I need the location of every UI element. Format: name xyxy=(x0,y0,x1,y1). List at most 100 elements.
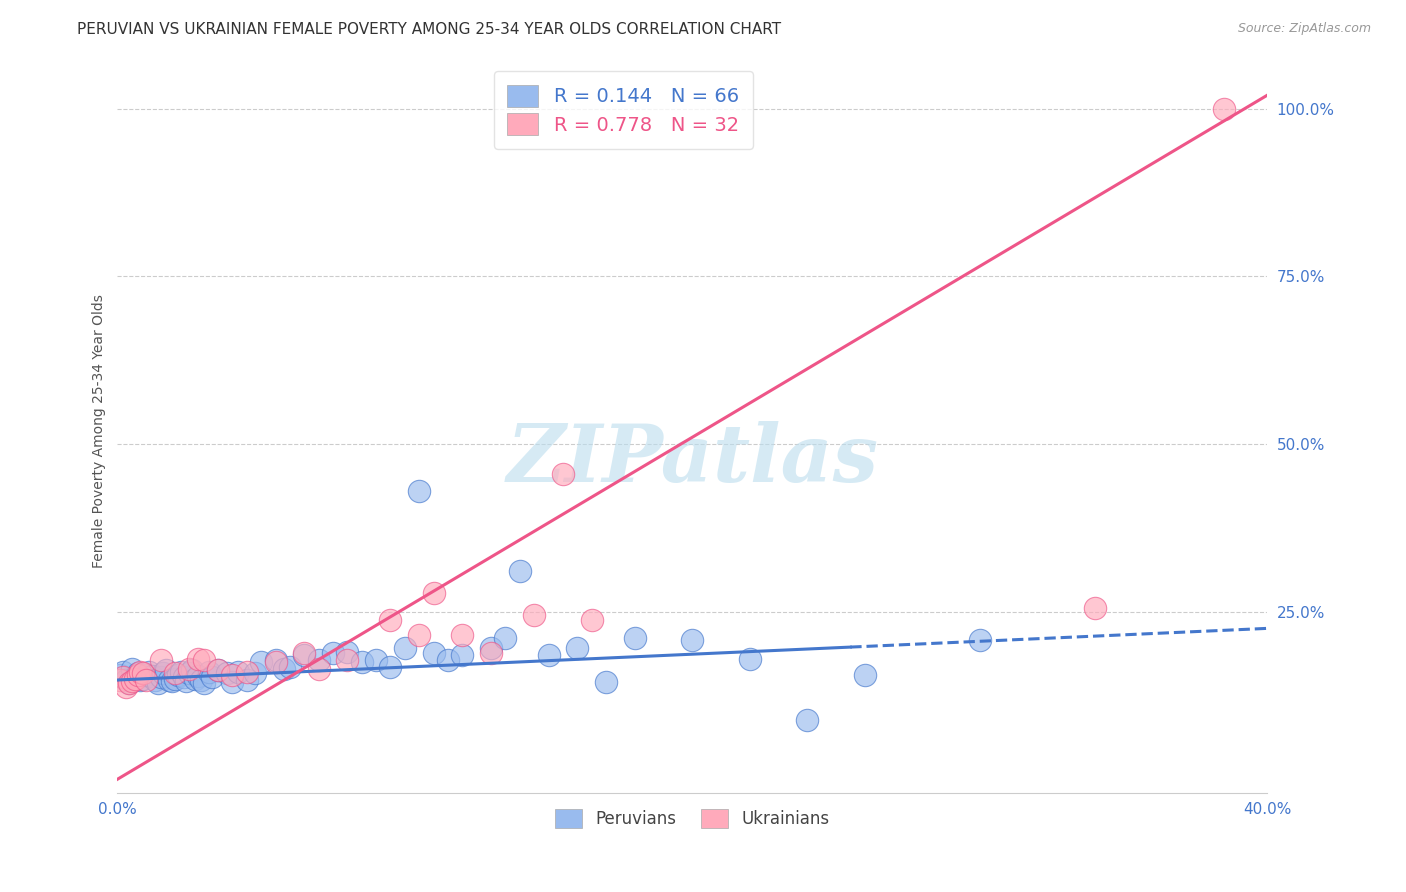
Point xyxy=(509,565,531,579)
Text: PERUVIAN VS UKRAINIAN FEMALE POVERTY AMONG 25-34 YEAR OLDS CORRELATION CHART: PERUVIAN VS UKRAINIAN FEMALE POVERTY AMO… xyxy=(77,22,782,37)
Point xyxy=(250,655,273,669)
Point xyxy=(796,713,818,727)
Point xyxy=(110,673,132,687)
Point xyxy=(129,665,152,679)
Point xyxy=(236,665,259,679)
Point xyxy=(124,670,146,684)
Point xyxy=(132,672,155,686)
Point xyxy=(160,674,183,689)
Point xyxy=(169,665,191,679)
Point xyxy=(184,672,207,686)
Point xyxy=(135,673,157,687)
Point xyxy=(494,632,516,646)
Point xyxy=(176,674,198,689)
Point xyxy=(292,646,315,660)
Point xyxy=(129,673,152,687)
Point xyxy=(135,667,157,681)
Point xyxy=(292,648,315,663)
Point xyxy=(163,666,186,681)
Point xyxy=(273,662,295,676)
Point xyxy=(408,483,430,498)
Point xyxy=(278,659,301,673)
Point xyxy=(567,641,589,656)
Point xyxy=(132,666,155,681)
Point xyxy=(623,632,645,646)
Point xyxy=(115,680,138,694)
Point xyxy=(110,668,132,682)
Point xyxy=(221,675,243,690)
Point xyxy=(118,676,141,690)
Point xyxy=(201,670,224,684)
Point xyxy=(853,668,876,682)
Point xyxy=(127,667,149,681)
Point xyxy=(141,669,163,683)
Point xyxy=(380,659,402,673)
Point xyxy=(179,666,201,681)
Point xyxy=(163,672,186,686)
Point xyxy=(595,675,617,690)
Point xyxy=(322,646,344,660)
Point xyxy=(738,651,761,665)
Point xyxy=(221,668,243,682)
Point xyxy=(173,670,195,684)
Text: ZIPatlas: ZIPatlas xyxy=(506,421,879,499)
Point xyxy=(336,645,359,659)
Point xyxy=(138,665,160,679)
Point xyxy=(308,662,330,676)
Point xyxy=(451,648,474,663)
Point xyxy=(179,662,201,676)
Y-axis label: Female Poverty Among 25-34 Year Olds: Female Poverty Among 25-34 Year Olds xyxy=(93,293,107,567)
Point xyxy=(523,607,546,622)
Point xyxy=(408,628,430,642)
Point xyxy=(152,666,174,681)
Point xyxy=(245,666,267,681)
Point xyxy=(149,670,172,684)
Point xyxy=(207,663,229,677)
Point xyxy=(336,653,359,667)
Point xyxy=(187,669,209,683)
Point xyxy=(193,653,215,667)
Point xyxy=(124,672,146,686)
Point xyxy=(187,651,209,665)
Legend: Peruvians, Ukrainians: Peruvians, Ukrainians xyxy=(548,803,837,835)
Point xyxy=(479,641,502,656)
Point xyxy=(207,663,229,677)
Point xyxy=(118,676,141,690)
Point xyxy=(127,666,149,681)
Point xyxy=(146,676,169,690)
Point xyxy=(350,655,373,669)
Point xyxy=(537,648,560,663)
Point xyxy=(364,653,387,667)
Point xyxy=(264,653,287,667)
Point xyxy=(551,467,574,482)
Point xyxy=(121,674,143,689)
Point xyxy=(451,628,474,642)
Point xyxy=(422,646,444,660)
Point xyxy=(264,655,287,669)
Text: Source: ZipAtlas.com: Source: ZipAtlas.com xyxy=(1237,22,1371,36)
Point xyxy=(190,673,212,687)
Point xyxy=(157,673,180,687)
Point xyxy=(112,670,135,684)
Point xyxy=(149,653,172,667)
Point xyxy=(681,632,703,647)
Point xyxy=(115,673,138,687)
Point xyxy=(581,613,603,627)
Point xyxy=(1084,601,1107,615)
Point xyxy=(969,632,991,647)
Point xyxy=(380,613,402,627)
Point xyxy=(226,665,249,679)
Point xyxy=(121,662,143,676)
Point xyxy=(236,673,259,687)
Point xyxy=(479,646,502,660)
Point xyxy=(198,665,221,679)
Point xyxy=(193,676,215,690)
Point xyxy=(143,673,166,687)
Point xyxy=(422,586,444,600)
Point xyxy=(155,663,177,677)
Point xyxy=(1213,102,1236,116)
Point xyxy=(437,653,460,667)
Point xyxy=(166,667,188,681)
Point xyxy=(112,665,135,679)
Point xyxy=(308,653,330,667)
